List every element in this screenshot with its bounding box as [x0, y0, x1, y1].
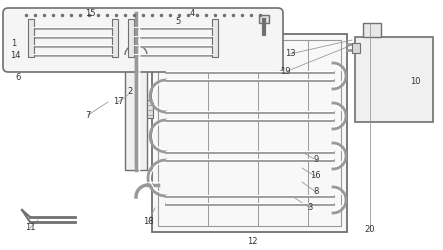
Text: 3: 3	[307, 204, 313, 212]
FancyBboxPatch shape	[3, 8, 283, 72]
Text: 10: 10	[410, 78, 420, 86]
Text: 13: 13	[285, 50, 295, 58]
Bar	[147, 100, 153, 118]
Text: 15: 15	[85, 8, 95, 18]
Bar	[212, 19, 218, 57]
Text: 18: 18	[143, 218, 153, 226]
Text: 6: 6	[16, 74, 21, 82]
Text: 14: 14	[10, 50, 20, 59]
Text: 2: 2	[128, 88, 132, 96]
Bar	[355, 37, 433, 122]
Text: 4: 4	[189, 8, 194, 18]
Bar	[125, 55, 147, 170]
Bar	[28, 19, 34, 57]
Bar	[352, 43, 360, 53]
Text: 19: 19	[280, 68, 290, 76]
Text: 16: 16	[310, 172, 320, 180]
Text: 17: 17	[113, 98, 123, 106]
Bar	[128, 19, 134, 57]
Text: 12: 12	[247, 238, 257, 246]
Bar	[152, 34, 347, 232]
Text: 8: 8	[313, 188, 319, 196]
Text: 20: 20	[365, 226, 375, 234]
Text: 5: 5	[175, 18, 181, 26]
Bar	[259, 15, 269, 23]
Text: 9: 9	[313, 156, 319, 164]
Text: 1: 1	[12, 38, 17, 48]
Bar	[112, 19, 118, 57]
Bar	[363, 23, 381, 37]
Text: 7: 7	[85, 110, 91, 120]
Text: 11: 11	[25, 224, 35, 232]
Bar	[158, 40, 341, 226]
